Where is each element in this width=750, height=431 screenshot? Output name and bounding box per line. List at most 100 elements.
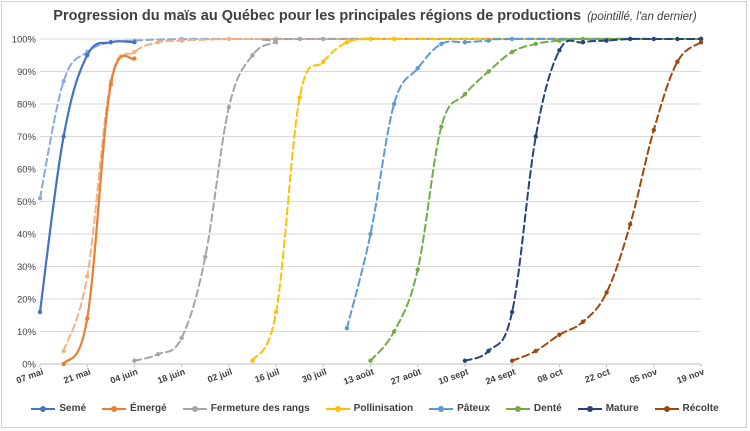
y-tick-label: 30% bbox=[17, 262, 37, 273]
data-point bbox=[226, 36, 232, 42]
data-point bbox=[61, 79, 66, 84]
series-seme-solid bbox=[37, 40, 137, 315]
y-tick-label: 60% bbox=[17, 165, 37, 176]
data-point bbox=[85, 53, 90, 58]
x-tick-label: 13 août bbox=[342, 366, 375, 386]
x-tick-label: 30 juil bbox=[301, 366, 328, 384]
data-point bbox=[698, 36, 704, 42]
chart-title: Progression du maïs au Québec pour les p… bbox=[53, 8, 582, 24]
data-point bbox=[85, 316, 90, 321]
data-point bbox=[250, 358, 255, 363]
series-line-recolte bbox=[511, 41, 702, 362]
data-point bbox=[344, 40, 350, 45]
data-point bbox=[651, 36, 656, 42]
data-point bbox=[675, 59, 680, 64]
data-point bbox=[509, 358, 515, 363]
chart-title-block: Progression du maïs au Québec pour les p… bbox=[0, 8, 750, 24]
x-tick-label: 10 sept bbox=[437, 366, 470, 386]
legend-swatch bbox=[31, 405, 56, 413]
legend-item-mature: Mature bbox=[577, 403, 639, 414]
y-tick-label: 90% bbox=[17, 67, 37, 78]
x-tick-label: 16 juil bbox=[253, 366, 280, 384]
data-point bbox=[368, 358, 373, 363]
data-point bbox=[368, 231, 373, 237]
data-point bbox=[651, 127, 656, 133]
data-point bbox=[486, 69, 491, 74]
series-line-seme bbox=[38, 40, 136, 314]
chart-subtitle: (pointillé, l'an dernier) bbox=[587, 11, 697, 23]
series-pateux-dashed bbox=[344, 36, 704, 331]
y-tick-label: 80% bbox=[17, 100, 37, 111]
legend-item-emerge: Émergé bbox=[102, 403, 167, 414]
data-point bbox=[108, 82, 114, 87]
data-point bbox=[61, 361, 66, 367]
data-point bbox=[391, 36, 397, 42]
series-line-pateux bbox=[345, 37, 702, 330]
series-line-pollinisation bbox=[251, 37, 702, 362]
data-point bbox=[108, 40, 114, 45]
data-point bbox=[179, 38, 184, 43]
data-point bbox=[580, 36, 586, 42]
x-tick-label: 24 sept bbox=[484, 366, 517, 386]
legend-label: Denté bbox=[533, 403, 562, 414]
data-point bbox=[439, 124, 444, 129]
data-point bbox=[85, 274, 90, 279]
data-point bbox=[557, 48, 562, 53]
series-mature-dashed bbox=[462, 36, 704, 363]
x-tick-label: 19 nov bbox=[675, 366, 705, 385]
data-point bbox=[391, 101, 397, 107]
y-tick-label: 20% bbox=[17, 295, 37, 306]
data-point bbox=[509, 36, 515, 42]
data-point bbox=[155, 40, 161, 45]
data-point bbox=[462, 358, 468, 363]
y-tick-label: 50% bbox=[17, 197, 37, 208]
x-tick-label: 08 oct bbox=[536, 366, 564, 384]
y-tick-label: 0% bbox=[22, 360, 36, 371]
data-point bbox=[415, 66, 420, 71]
legend-item-recolte: Récolte bbox=[654, 403, 719, 414]
data-point bbox=[37, 196, 43, 201]
data-point bbox=[604, 290, 609, 295]
legend-label: Récolte bbox=[682, 403, 719, 414]
series-recolte-dashed bbox=[509, 40, 704, 363]
legend-label: Semé bbox=[59, 403, 87, 414]
series-line-dente bbox=[369, 37, 702, 362]
data-point bbox=[675, 36, 680, 42]
data-point bbox=[61, 348, 66, 354]
x-tick-label: 02 juil bbox=[206, 366, 233, 384]
data-point bbox=[226, 105, 232, 110]
data-point bbox=[557, 332, 562, 337]
legend-swatch bbox=[182, 405, 207, 413]
x-tick-label: 27 août bbox=[389, 366, 422, 386]
legend-label: Émergé bbox=[130, 403, 167, 414]
data-point bbox=[61, 134, 66, 139]
legend-label: Pâteux bbox=[457, 403, 490, 414]
data-point bbox=[391, 329, 397, 334]
series-emerge-solid bbox=[61, 54, 137, 367]
series-line-mature bbox=[463, 37, 702, 362]
data-point bbox=[415, 267, 420, 272]
series-dente-dashed bbox=[368, 36, 704, 363]
data-point bbox=[533, 41, 538, 47]
legend-label: Mature bbox=[605, 403, 639, 414]
legend-item-fermeture-des-rangs: Fermeture des rangs bbox=[182, 403, 310, 414]
data-point bbox=[557, 38, 562, 43]
legend-swatch bbox=[102, 405, 127, 413]
y-tick-label: 40% bbox=[17, 230, 37, 241]
data-point bbox=[321, 59, 326, 64]
data-point bbox=[155, 352, 161, 357]
data-point bbox=[179, 335, 184, 341]
legend: Semé Émergé Fermeture des rangs Pollinisati… bbox=[0, 403, 750, 414]
series-line-seme bbox=[39, 37, 702, 200]
y-tick-label: 100% bbox=[12, 35, 37, 46]
series-line-fermeture-des-rangs bbox=[133, 37, 702, 362]
legend-swatch bbox=[429, 405, 454, 413]
x-tick-label: 21 mai bbox=[62, 366, 92, 385]
series-line-emerge bbox=[62, 37, 702, 352]
series-layer bbox=[37, 36, 704, 367]
y-tick-label: 10% bbox=[17, 327, 37, 338]
y-axis-ticks: 0% 10% 20% 30% 40% 50% 60% 70% 80% 90% 100% bbox=[12, 35, 37, 371]
data-point bbox=[132, 49, 137, 55]
data-point bbox=[627, 222, 633, 227]
